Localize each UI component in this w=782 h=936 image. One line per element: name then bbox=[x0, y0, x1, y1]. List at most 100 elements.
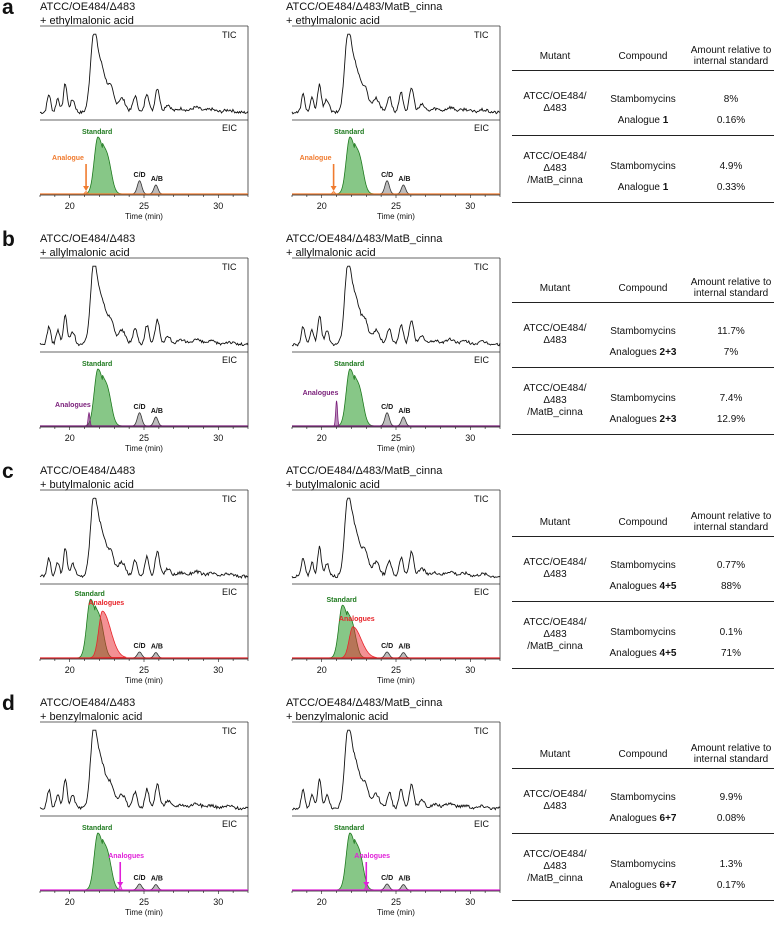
ab-label: A/B bbox=[398, 408, 410, 415]
header-mutant: Mutant bbox=[512, 42, 598, 71]
standard-label: Standard bbox=[327, 597, 357, 604]
eic-label: EIC bbox=[474, 587, 490, 597]
ab-label: A/B bbox=[151, 644, 163, 651]
eic-trace-group: EIC Standard C/D A/B Analogues bbox=[292, 355, 500, 427]
standard-peak bbox=[84, 136, 127, 195]
header-amount: Amount relative to internal standard bbox=[688, 42, 774, 71]
table-row: ATCC/OE484/Δ483 Stambomycins 8% bbox=[512, 70, 774, 136]
x-axis: 20 25 30 Time (min) bbox=[291, 426, 501, 453]
tic-label: TIC bbox=[474, 262, 489, 272]
amount-cell: 0.33% bbox=[688, 172, 774, 203]
x-tick-label: 25 bbox=[139, 201, 149, 211]
compound-cell: Analogue 1 bbox=[598, 105, 688, 136]
ab-label: A/B bbox=[151, 176, 163, 183]
tic-label: TIC bbox=[222, 262, 237, 272]
tic-label: TIC bbox=[222, 30, 237, 40]
ab-label: A/B bbox=[151, 876, 163, 883]
x-tick-label: 30 bbox=[213, 433, 223, 443]
standard-peak bbox=[84, 368, 127, 427]
eic-label: EIC bbox=[222, 819, 238, 829]
compound-cell: Analogues 4+5 bbox=[598, 638, 688, 669]
table-row: Analogues 4+5 71% bbox=[512, 638, 774, 669]
eic-trace-group: EIC Standard C/D A/B Analogue bbox=[292, 123, 500, 195]
x-tick-label: 30 bbox=[465, 433, 475, 443]
compound-cell: Analogues 2+3 bbox=[598, 404, 688, 435]
mutant-cell: ATCC/OE484/Δ483/MatB_cinna bbox=[512, 367, 598, 435]
x-axis-title: Time (min) bbox=[125, 212, 163, 221]
chromatogram-left: TIC EIC Standard C/D A/B Analogues 20 25 30 Time … bbox=[39, 257, 249, 453]
cd-peak bbox=[378, 883, 396, 891]
chart-title: ATCC/OE484/Δ483/MatB_cinna + ethylmalonic… bbox=[286, 0, 442, 28]
table-row: Analogues 4+5 88% bbox=[512, 571, 774, 602]
analogue-label: Analogues bbox=[303, 390, 339, 397]
chromatogram-right: TIC EIC Standard C/D A/B Analogue 20 25 30 Time (… bbox=[291, 25, 501, 221]
compound-cell: Stambomycins bbox=[610, 792, 676, 803]
eic-label: EIC bbox=[222, 123, 238, 133]
ab-label: A/B bbox=[398, 644, 410, 651]
x-axis: 20 25 30 Time (min) bbox=[39, 426, 249, 453]
chromatogram-right: TIC EIC Standard C/D A/B Analogues 20 25 30 Time … bbox=[291, 721, 501, 917]
compound-cell: Stambomycins bbox=[610, 627, 676, 638]
strain-name: ATCC/OE484/Δ483/MatB_cinna bbox=[286, 465, 443, 477]
compound-cell: Stambomycins bbox=[610, 326, 676, 337]
panel-b: b ATCC/OE484/Δ483 + allylmalonic acid TIC EI… bbox=[0, 228, 782, 466]
table-row: ATCC/OE484/Δ483/MatB_cinna Stambomycins … bbox=[512, 601, 774, 669]
x-axis-title: Time (min) bbox=[377, 908, 415, 917]
tic-trace-group: TIC bbox=[39, 721, 249, 891]
amount-cell: 9.9% bbox=[719, 792, 743, 803]
tic-trace-group: TIC bbox=[39, 489, 249, 659]
standard-label: Standard bbox=[82, 361, 112, 368]
amount-cell: 0.1% bbox=[719, 627, 743, 638]
compound-cell: Analogue 1 bbox=[598, 172, 688, 203]
tic-line bbox=[39, 33, 249, 115]
standard-label: Standard bbox=[82, 129, 112, 136]
amount-cell: 7% bbox=[688, 337, 774, 368]
tic-trace-group: TIC bbox=[39, 257, 249, 427]
cd-peak bbox=[130, 883, 149, 891]
chromatogram-left: TIC EIC Standard C/D A/B Analogues 20 25 30 Time … bbox=[39, 721, 249, 917]
analogue-label: Analogue bbox=[52, 155, 84, 162]
tic-label: TIC bbox=[474, 494, 489, 504]
x-tick-label: 20 bbox=[65, 665, 75, 675]
mutant-cell: ATCC/OE484/Δ483/MatB_cinna bbox=[512, 135, 598, 203]
cd-peak bbox=[378, 412, 396, 427]
eic-label: EIC bbox=[222, 355, 238, 365]
header-amount: Amount relative to internal standard bbox=[688, 508, 774, 537]
x-tick-label: 20 bbox=[317, 433, 327, 443]
eic-trace-group: EIC Standard C/D A/B Analogues bbox=[40, 819, 248, 891]
tic-line bbox=[39, 497, 249, 579]
header-compound: Compound bbox=[598, 42, 688, 71]
mutant-cell: ATCC/OE484/Δ483 bbox=[512, 768, 598, 834]
x-axis: 20 25 30 Time (min) bbox=[39, 658, 249, 685]
standard-peak bbox=[336, 368, 379, 427]
tic-line bbox=[39, 729, 249, 811]
amount-cell: 88% bbox=[688, 571, 774, 602]
chart-title: ATCC/OE484/Δ483/MatB_cinna + butylmalonic… bbox=[286, 464, 442, 492]
ab-peak bbox=[147, 884, 165, 891]
cd-label: C/D bbox=[134, 404, 146, 411]
tic-line bbox=[291, 497, 501, 579]
ab-peak bbox=[394, 416, 413, 427]
ab-peak bbox=[394, 652, 413, 659]
x-axis: 20 25 30 Time (min) bbox=[291, 658, 501, 685]
tic-label: TIC bbox=[474, 726, 489, 736]
x-tick-label: 20 bbox=[65, 201, 75, 211]
cd-label: C/D bbox=[134, 875, 146, 882]
analogue-arrow-head bbox=[363, 882, 370, 887]
table-row: ATCC/OE484/Δ483 Stambomycins 11.7% bbox=[512, 302, 774, 368]
table-row: Analogues 2+3 7% bbox=[512, 337, 774, 368]
cd-label: C/D bbox=[134, 172, 146, 179]
panel-label: a bbox=[2, 0, 14, 19]
panel-a: a ATCC/OE484/Δ483 + ethylmalonic acid TIC EI… bbox=[0, 0, 782, 234]
tic-label: TIC bbox=[222, 726, 237, 736]
panel-d: d ATCC/OE484/Δ483 + benzylmalonic acid TIC E… bbox=[0, 692, 782, 930]
x-axis: 20 25 30 Time (min) bbox=[39, 194, 249, 221]
tic-trace-group: TIC bbox=[291, 721, 501, 891]
chromatogram-right: TIC EIC Standard C/D A/B Analogues 20 25 30 Time … bbox=[291, 489, 501, 685]
standard-label: Standard bbox=[334, 129, 364, 136]
chromatogram-left: TIC EIC Standard C/D A/B Analogues 20 25 30 Time … bbox=[39, 489, 249, 685]
strain-name: ATCC/OE484/Δ483/MatB_cinna bbox=[286, 233, 443, 245]
x-tick-label: 20 bbox=[65, 897, 75, 907]
compound-cell: Analogues 6+7 bbox=[598, 803, 688, 834]
analogue-label: Analogue bbox=[300, 155, 332, 162]
